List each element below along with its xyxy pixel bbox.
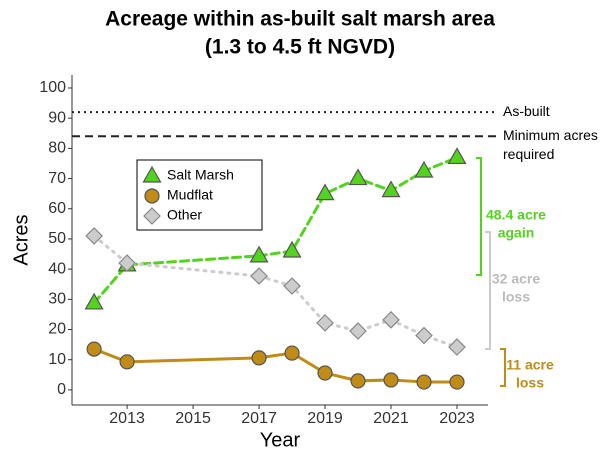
marker [414, 160, 434, 178]
marker [415, 326, 433, 345]
bracket [500, 348, 506, 387]
x-tick-label: 2021 [373, 410, 409, 427]
reference-label: Minimum acres [503, 127, 598, 143]
annotation: again [498, 225, 535, 241]
y-tick-label: 50 [48, 230, 66, 247]
y-tick-label: 20 [48, 321, 66, 338]
marker [317, 365, 333, 381]
marker [249, 245, 269, 263]
annotation: loss [516, 375, 544, 391]
annotation: loss [502, 289, 530, 305]
marker [348, 168, 368, 186]
chart-title: Acreage within as-built salt marsh area [105, 8, 495, 31]
reference-label: required [503, 146, 554, 162]
marker [84, 292, 104, 310]
x-tick-label: 2023 [439, 410, 475, 427]
legend-marker [142, 165, 162, 183]
y-tick-label: 0 [57, 381, 66, 398]
y-tick-label: 40 [48, 260, 66, 277]
marker [416, 374, 432, 390]
marker [251, 350, 267, 366]
legend-label: Salt Marsh [167, 167, 234, 183]
x-tick-label: 2015 [175, 410, 211, 427]
y-axis-label: Acres [10, 214, 32, 265]
legend-label: Mudflat [167, 187, 213, 203]
marker [250, 267, 268, 285]
reference-label: As-built [503, 103, 550, 119]
legend-marker [143, 207, 161, 225]
marker [316, 314, 334, 332]
marker [449, 374, 465, 390]
legend-marker [144, 188, 160, 204]
y-tick-label: 80 [48, 140, 66, 157]
bracket [485, 231, 491, 350]
marker [119, 354, 135, 370]
x-tick-label: 2013 [109, 410, 145, 427]
x-axis-label: Year [260, 429, 301, 451]
marker [381, 180, 401, 198]
annotation: 11 acre [506, 357, 554, 373]
marker [383, 372, 399, 388]
marker [118, 254, 136, 272]
y-tick-label: 90 [48, 109, 66, 126]
marker [447, 147, 467, 165]
marker [86, 341, 102, 357]
chart-subtitle: (1.3 to 4.5 ft NGVD) [205, 36, 395, 59]
y-tick-label: 10 [48, 351, 66, 368]
marker [283, 277, 301, 295]
marker [315, 183, 335, 201]
series-line [92, 347, 459, 384]
y-tick-label: 100 [39, 79, 66, 96]
bracket [476, 157, 482, 276]
x-tick-label: 2019 [307, 410, 343, 427]
marker [85, 227, 103, 245]
annotation: 48.4 acre [486, 207, 546, 223]
legend-label: Other [167, 207, 202, 223]
y-tick-label: 70 [48, 170, 66, 187]
marker [349, 322, 367, 340]
marker [282, 240, 302, 258]
marker [448, 338, 466, 356]
y-tick-label: 60 [48, 200, 66, 217]
marker [382, 311, 400, 329]
marker [284, 345, 300, 361]
marker [350, 373, 366, 389]
annotation: 32 acre [492, 271, 540, 287]
y-tick-label: 30 [48, 291, 66, 308]
x-tick-label: 2017 [241, 410, 277, 427]
